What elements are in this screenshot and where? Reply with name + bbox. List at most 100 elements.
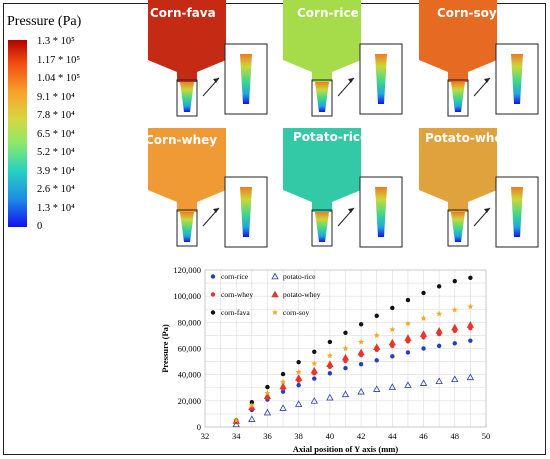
simulation-panel bbox=[148, 0, 268, 117]
zoom-nozzle bbox=[375, 54, 387, 104]
y-tick-label: 100,000 bbox=[173, 291, 201, 301]
nozzle bbox=[180, 212, 194, 242]
data-point bbox=[388, 383, 397, 390]
data-point bbox=[312, 376, 317, 381]
x-tick-label: 42 bbox=[357, 431, 366, 441]
nozzle-highlight-box bbox=[176, 79, 198, 117]
data-point bbox=[358, 322, 364, 327]
legend-label: potato-whey bbox=[283, 290, 321, 299]
x-tick-label: 50 bbox=[482, 431, 491, 441]
data-point bbox=[421, 290, 426, 296]
zoom-nozzle bbox=[240, 187, 252, 237]
data-point bbox=[311, 360, 318, 367]
x-tick-label: 40 bbox=[326, 431, 335, 441]
data-point bbox=[248, 415, 256, 422]
colorbar-tick: 2.6 * 10⁴ bbox=[37, 184, 75, 195]
nozzle bbox=[451, 212, 465, 242]
x-tick-label: 38 bbox=[294, 431, 303, 441]
zoom-arrowhead bbox=[213, 208, 219, 213]
x-axis-title: Axial position of Y axis (mm) bbox=[293, 444, 399, 454]
data-point bbox=[374, 358, 379, 363]
data-point bbox=[419, 379, 428, 386]
data-point bbox=[435, 377, 443, 385]
data-point bbox=[451, 375, 459, 383]
series-potato-rice bbox=[232, 373, 475, 428]
zoom-nozzle bbox=[511, 187, 523, 237]
legend-marker bbox=[271, 309, 279, 316]
legend-marker bbox=[271, 272, 279, 280]
data-point bbox=[466, 373, 475, 381]
data-point bbox=[404, 320, 411, 327]
data-point bbox=[357, 387, 365, 395]
data-point bbox=[326, 352, 333, 359]
data-point bbox=[280, 389, 286, 394]
simulation-panel bbox=[419, 128, 539, 248]
simulation-panel bbox=[283, 128, 403, 248]
extruder-body bbox=[148, 128, 226, 212]
data-point bbox=[279, 404, 287, 411]
nozzle-highlight-box bbox=[447, 79, 469, 117]
data-point bbox=[232, 420, 240, 428]
data-point bbox=[296, 360, 301, 365]
data-point bbox=[452, 341, 457, 346]
nozzle-highlight-box bbox=[176, 209, 198, 247]
y-tick-label: 80,000 bbox=[178, 317, 201, 327]
legend-label: potato-rice bbox=[283, 272, 316, 281]
data-point bbox=[419, 330, 428, 337]
data-point bbox=[436, 310, 443, 317]
data-point bbox=[249, 399, 255, 405]
colorbar-gradient bbox=[8, 40, 27, 227]
plot-area bbox=[204, 269, 487, 428]
data-point bbox=[280, 378, 287, 385]
data-point bbox=[294, 374, 303, 381]
data-point bbox=[390, 354, 395, 359]
data-point bbox=[312, 349, 317, 354]
zoom-nozzle bbox=[240, 54, 252, 104]
series-corn-fava bbox=[234, 275, 473, 423]
y-tick-label: 60,000 bbox=[178, 344, 201, 354]
x-tick-label: 32 bbox=[201, 431, 210, 441]
zoom-nozzle bbox=[375, 187, 387, 237]
extruder-body bbox=[283, 128, 361, 212]
nozzle bbox=[451, 82, 465, 112]
legend-marker bbox=[271, 290, 279, 298]
data-point bbox=[436, 284, 442, 289]
data-point bbox=[248, 402, 255, 408]
simulation-panel bbox=[283, 0, 403, 117]
simulation-panel bbox=[419, 0, 539, 117]
data-point bbox=[296, 382, 301, 388]
data-point bbox=[280, 371, 286, 377]
data-point bbox=[265, 384, 270, 390]
nozzle bbox=[180, 82, 194, 112]
extruder-body bbox=[148, 0, 226, 82]
data-point bbox=[294, 400, 303, 407]
data-point bbox=[390, 305, 395, 311]
colorbar-tick: 1.04 * 10⁵ bbox=[37, 73, 81, 84]
data-point bbox=[421, 346, 426, 351]
zoom-arrowhead bbox=[484, 208, 490, 213]
series-potato-whey bbox=[232, 321, 475, 424]
sim-label-corn-whey: Corn-whey bbox=[145, 133, 218, 147]
colorbar-tick: 5.2 * 10⁴ bbox=[37, 147, 75, 158]
colorbar-title: Pressure (Pa) bbox=[7, 14, 82, 29]
data-point bbox=[343, 330, 348, 335]
colorbar-tick: 1.3 * 10⁵ bbox=[37, 36, 75, 47]
x-tick-label: 36 bbox=[263, 431, 272, 441]
data-point bbox=[263, 408, 272, 416]
data-point bbox=[420, 315, 427, 321]
colorbar-tick: 6.5 * 10⁴ bbox=[37, 129, 75, 140]
legend-marker bbox=[210, 310, 216, 315]
data-point bbox=[404, 334, 412, 341]
x-tick-label: 44 bbox=[388, 431, 397, 441]
data-point bbox=[451, 323, 459, 331]
extruder-body bbox=[419, 128, 497, 212]
sim-label-corn-rice: Corn-rice bbox=[297, 6, 359, 20]
data-point bbox=[374, 313, 379, 318]
legend-label: corn-fava bbox=[221, 308, 250, 317]
data-point bbox=[466, 321, 475, 328]
data-point bbox=[263, 392, 272, 400]
sim-label-corn-soy: Corn-soy bbox=[437, 6, 497, 20]
data-point bbox=[467, 303, 474, 310]
data-point bbox=[436, 343, 442, 349]
series-corn-soy bbox=[233, 303, 474, 424]
